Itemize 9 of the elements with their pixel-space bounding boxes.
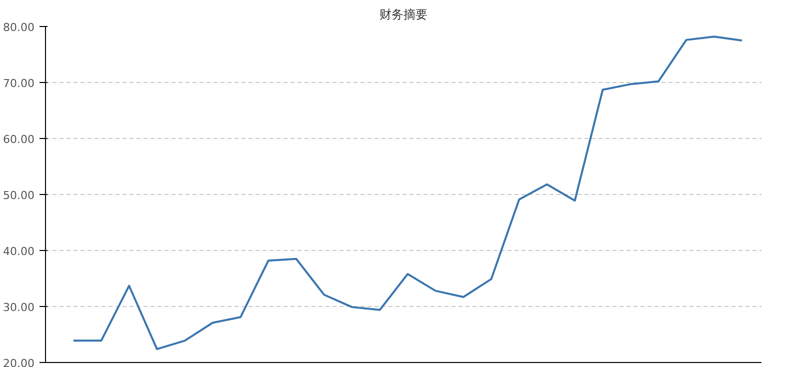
chart-title: 财务摘要 [380, 8, 428, 22]
y-tick-label: 60.00 [3, 133, 35, 146]
line-series [72, 36, 743, 350]
y-tick-label: 30.00 [3, 301, 35, 314]
y-tick-label: 20.00 [3, 357, 35, 367]
y-tick-label: 40.00 [3, 245, 35, 258]
y-tick-label: 70.00 [3, 77, 35, 90]
y-tick-label: 50.00 [3, 189, 35, 202]
y-tick-label: 80.00 [3, 21, 35, 34]
